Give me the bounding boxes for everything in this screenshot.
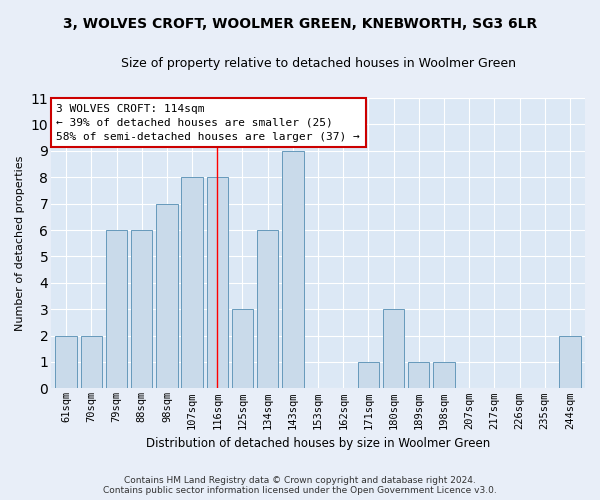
Bar (559, 336, 581, 388)
Bar (257, 230, 278, 388)
Bar (55, 336, 77, 388)
Title: Size of property relative to detached houses in Woolmer Green: Size of property relative to detached ho… (121, 58, 515, 70)
Bar (383, 309, 404, 388)
Bar (206, 177, 228, 388)
Bar (181, 177, 203, 388)
X-axis label: Distribution of detached houses by size in Woolmer Green: Distribution of detached houses by size … (146, 437, 490, 450)
Bar (433, 362, 455, 388)
Text: Contains HM Land Registry data © Crown copyright and database right 2024.
Contai: Contains HM Land Registry data © Crown c… (103, 476, 497, 495)
Bar (80, 336, 102, 388)
Bar (131, 230, 152, 388)
Text: 3, WOLVES CROFT, WOOLMER GREEN, KNEBWORTH, SG3 6LR: 3, WOLVES CROFT, WOOLMER GREEN, KNEBWORT… (63, 18, 537, 32)
Text: 3 WOLVES CROFT: 114sqm
← 39% of detached houses are smaller (25)
58% of semi-det: 3 WOLVES CROFT: 114sqm ← 39% of detached… (56, 104, 360, 142)
Bar (232, 309, 253, 388)
Y-axis label: Number of detached properties: Number of detached properties (15, 156, 25, 331)
Bar (408, 362, 430, 388)
Bar (106, 230, 127, 388)
Bar (156, 204, 178, 388)
Bar (358, 362, 379, 388)
Bar (282, 151, 304, 388)
